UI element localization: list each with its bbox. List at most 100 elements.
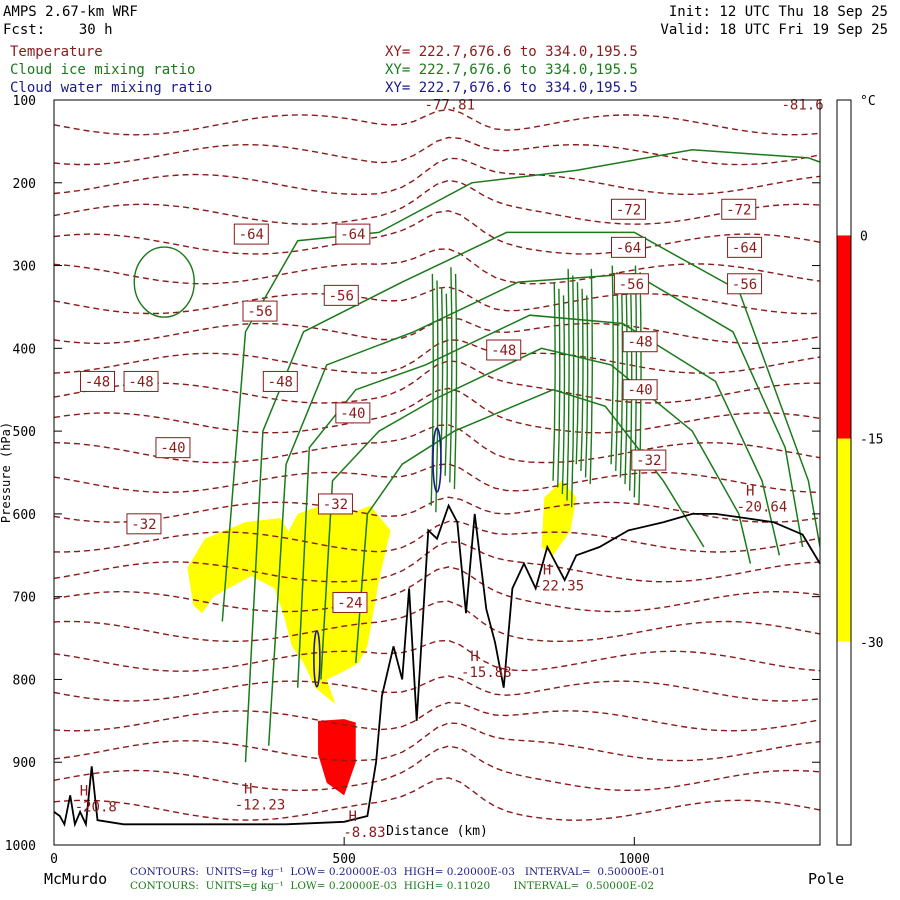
- temperature-label: -24: [337, 595, 362, 611]
- cloud-ice-contour: [619, 278, 624, 478]
- temperature-label-box: [622, 331, 658, 353]
- cloud-ice-contour: [453, 273, 458, 490]
- temperature-label-box: [126, 513, 162, 535]
- terrain-surface: [53, 503, 821, 828]
- cloud-ice-contour: [552, 282, 556, 481]
- temperature-label: -40: [160, 441, 185, 457]
- y-tick-label: 800: [13, 673, 36, 688]
- field-label-cloud-water: Cloud water mixing ratio: [10, 80, 213, 96]
- y-axis-title: Pressure (hPa): [0, 422, 13, 523]
- footer-water-contours: CONTOURS: UNITS=g kg⁻¹ LOW= 0.20000E-03 …: [130, 866, 666, 878]
- extremum-value: -81.6: [782, 97, 824, 113]
- extremum-marker: H: [80, 783, 88, 799]
- field-xy-cloud-water: XY= 222.7,676.6 to 334.0,195.5: [385, 80, 638, 96]
- temperature-label: -40: [627, 383, 652, 399]
- temperature-isotherm: [54, 701, 820, 732]
- temperature-label: -64: [732, 240, 757, 256]
- extremum-marker: H: [348, 809, 356, 825]
- y-tick-label: 400: [13, 342, 36, 357]
- x-tick-label: 500: [332, 852, 355, 867]
- temperature-isotherm: [54, 463, 820, 494]
- x-end-label: Pole: [808, 870, 844, 888]
- temperature-isotherm: [54, 424, 820, 464]
- cloud-ice-contour: [589, 268, 593, 485]
- temperature-label: -40: [340, 406, 365, 422]
- temperature-label: -32: [636, 453, 661, 469]
- cloud-ice-contour: [435, 280, 439, 513]
- plot-frame: [53, 99, 821, 846]
- temperature-isotherm: [54, 136, 820, 166]
- field-label-temperature: Temperature: [10, 44, 103, 60]
- temperature-label-box: [335, 402, 371, 424]
- x-start-label: McMurdo: [44, 870, 107, 888]
- field-label-cloud-ice: Cloud ice mixing ratio: [10, 62, 196, 78]
- extremum-value: -20.64: [737, 500, 788, 516]
- cloud-water-contour: [432, 427, 442, 493]
- temperature-label: -64: [616, 240, 641, 256]
- temperature-isotherm: [54, 566, 820, 613]
- y-tick-label: 100: [13, 94, 36, 109]
- temperature-label: -48: [268, 374, 293, 390]
- forecast-hour: Fcst: 30 h: [3, 22, 113, 38]
- temperature-isotherm: [54, 639, 820, 672]
- colorbar-bin: [837, 438, 851, 642]
- temperature-label: -72: [616, 202, 641, 218]
- field-xy-cloud-ice: XY= 222.7,676.6 to 334.0,195.5: [385, 62, 638, 78]
- x-axis-title: Distance (km): [386, 824, 488, 839]
- y-tick-label: 900: [13, 756, 36, 771]
- temperature-isotherm: [54, 387, 820, 434]
- cloud-ice-contour: [320, 347, 752, 680]
- temperature-label-box: [622, 379, 658, 401]
- temperature-label: -48: [491, 343, 516, 359]
- colorbar-bin: [837, 235, 851, 439]
- temperature-label-box: [631, 449, 667, 471]
- y-tick-label: 1000: [5, 839, 36, 854]
- cloud-ice-contour: [610, 265, 614, 465]
- cloud-ice-contour: [244, 231, 820, 763]
- cloud-ice-contour: [561, 295, 566, 495]
- temperature-isotherm: [54, 210, 820, 255]
- temperature-label-box: [262, 370, 298, 392]
- temperature-label-box: [242, 300, 278, 322]
- colorbar-tick-label: -15: [860, 433, 883, 448]
- cloud-ice-contour: [570, 275, 575, 508]
- y-tick-label: 300: [13, 260, 36, 275]
- temperature-label-box: [721, 198, 757, 220]
- warm-shading-region: [318, 719, 356, 796]
- temperature-isotherm: [54, 722, 820, 762]
- extremum-value: -12.23: [235, 798, 286, 814]
- temperature-label-box: [611, 198, 646, 220]
- cloud-ice-contour: [449, 267, 453, 483]
- temperature-label-box: [611, 236, 646, 258]
- cloud-ice-contour: [575, 282, 580, 465]
- y-tick-label: 500: [13, 425, 36, 440]
- temperature-label: -32: [131, 517, 156, 533]
- temperature-label: -56: [619, 277, 644, 293]
- colorbar-bin: [837, 641, 851, 845]
- init-time: Init: 12 UTC Thu 18 Sep 25: [668, 4, 888, 20]
- field-xy-temperature: XY= 222.7,676.6 to 334.0,195.5: [385, 44, 638, 60]
- temperature-label: -32: [323, 497, 348, 513]
- cloud-ice-contour: [267, 273, 804, 746]
- temperature-label-box: [80, 370, 116, 392]
- cloud-ice-contour: [444, 293, 448, 476]
- temperature-label-box: [317, 493, 353, 515]
- temperature-label: -48: [627, 335, 652, 351]
- temperature-label-box: [123, 370, 159, 392]
- extremum-value: -8.83: [343, 825, 385, 841]
- y-tick-label: 600: [13, 508, 36, 523]
- warm-shading-region: [541, 480, 577, 556]
- temperature-label-box: [727, 273, 763, 295]
- temperature-label-box: [613, 273, 649, 295]
- temperature-label: -56: [329, 288, 354, 304]
- temperature-isotherm: [54, 339, 820, 374]
- x-tick-label: 1000: [619, 852, 650, 867]
- temperature-label-box: [727, 236, 763, 258]
- cloud-water-contour: [313, 629, 321, 688]
- cloud-ice-contour: [580, 288, 584, 471]
- temperature-label-box: [486, 339, 522, 361]
- temperature-label-box: [332, 591, 368, 613]
- cloud-ice-contour: [584, 295, 589, 478]
- temperature-label: -72: [726, 202, 751, 218]
- cloud-ice-contour: [133, 246, 195, 318]
